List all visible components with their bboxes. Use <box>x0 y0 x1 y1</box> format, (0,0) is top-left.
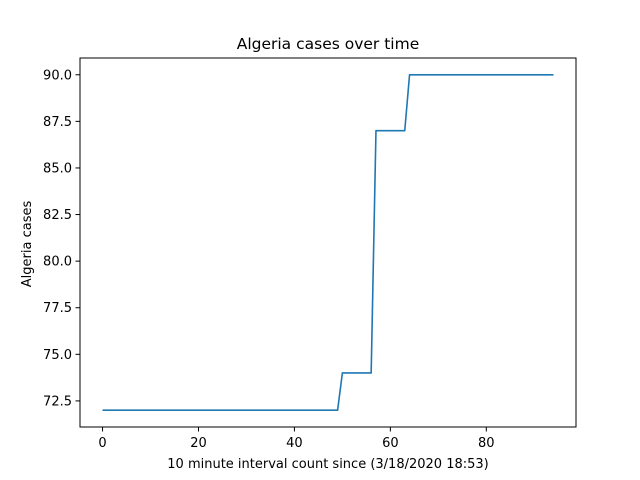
y-tick-label: 75.0 <box>43 348 72 363</box>
y-tick-label: 90.0 <box>43 68 72 83</box>
y-axis-label: Algeria cases <box>20 201 35 288</box>
chart-title: Algeria cases over time <box>237 35 420 53</box>
x-tick-label: 80 <box>478 436 495 451</box>
plot-area <box>79 57 577 428</box>
x-tick-label: 40 <box>286 436 303 451</box>
series-line-0 <box>102 73 554 412</box>
y-tick-label: 82.5 <box>43 208 72 223</box>
x-tick-label: 0 <box>98 436 106 451</box>
y-axis-ticks: 72.5 75.0 77.5 80.0 82.5 85.0 87.5 90.0 <box>43 68 80 409</box>
y-tick-label: 72.5 <box>43 394 72 409</box>
y-tick-label: 77.5 <box>43 301 72 316</box>
y-tick-label: 85.0 <box>43 161 72 176</box>
y-tick-label: 87.5 <box>43 115 72 130</box>
y-tick-label: 80.0 <box>43 255 72 270</box>
x-tick-label: 60 <box>382 436 399 451</box>
axes-frame <box>79 57 577 428</box>
x-axis-ticks: 0 20 40 60 80 <box>98 427 495 451</box>
x-axis-label: 10 minute interval count since (3/18/202… <box>167 457 488 472</box>
x-tick-label: 20 <box>190 436 207 451</box>
